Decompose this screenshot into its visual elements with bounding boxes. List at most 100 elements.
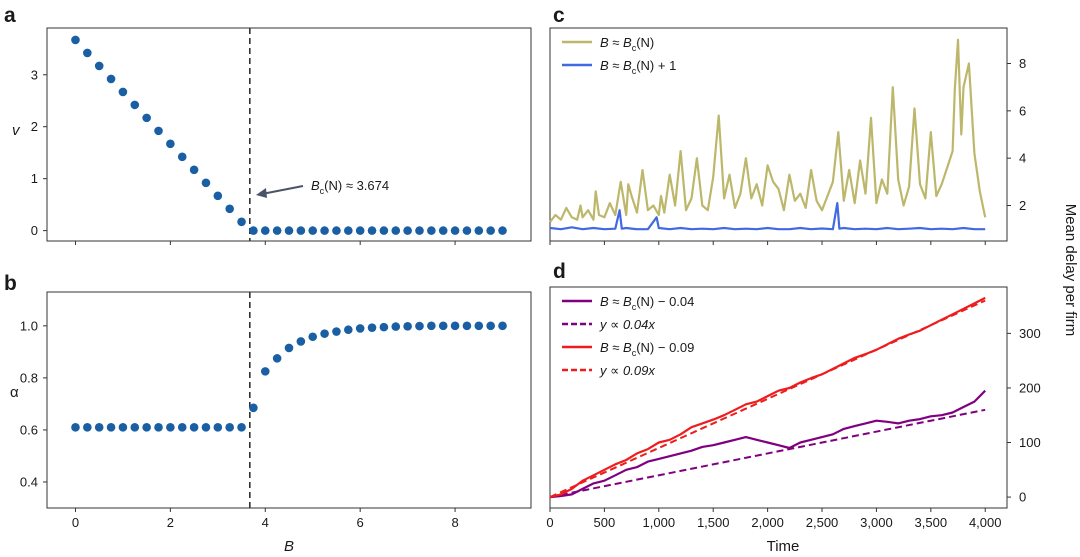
left-xlabel: B: [284, 538, 294, 555]
panel-d-plot: 0 100 200 300 0 500 1,000 1,500 2,000 2,500 3,000 3…: [546, 294, 1040, 530]
legend-entry: y ∝ 0.09x: [599, 363, 655, 378]
panel-b-ylabel: α: [10, 384, 19, 401]
data-point: [213, 191, 223, 201]
data-point: [177, 152, 187, 162]
data-point: [71, 423, 80, 432]
data-point: [391, 226, 401, 235]
data-point: [213, 423, 223, 432]
data-point: [462, 226, 472, 235]
x-tick-label: 2,000: [751, 515, 784, 530]
y-tick-label: 2: [31, 119, 38, 134]
data-point: [249, 226, 258, 235]
x-tick-label: 0: [546, 515, 553, 530]
legend-entry: y ∝ 0.04x: [599, 317, 655, 332]
data-point: [225, 204, 234, 214]
legend-entry: B ≈ Bc(N) + 1: [600, 58, 676, 76]
data-point: [438, 226, 448, 235]
data-point: [403, 322, 412, 331]
data-point: [474, 226, 484, 235]
series-line: [549, 202, 986, 231]
series-line: [549, 38, 987, 223]
data-point: [189, 165, 199, 175]
data-point: [201, 178, 211, 188]
data-point: [450, 226, 460, 235]
panel-letter-d: d: [553, 260, 566, 283]
x-tick-label: 1,500: [697, 515, 730, 530]
data-point: [94, 61, 104, 71]
y-tick-label: 1.0: [20, 318, 38, 333]
y-tick-label: 0: [1019, 490, 1026, 505]
x-tick-label: 3,500: [915, 515, 948, 530]
data-point: [486, 321, 495, 331]
data-point: [225, 423, 234, 432]
data-point: [498, 321, 507, 331]
y-tick-label: 2: [1019, 198, 1026, 213]
y-tick-label: 3: [31, 67, 38, 82]
data-point: [189, 423, 199, 432]
data-point: [332, 327, 341, 336]
right-xlabel: Time: [767, 538, 800, 555]
data-point: [272, 226, 282, 235]
y-tick-label: 0.4: [20, 474, 38, 489]
panel-c-frame: [549, 27, 1008, 242]
panel-b-frame: [46, 291, 532, 509]
data-point: [344, 325, 353, 335]
panel-d-frame: [549, 286, 1008, 509]
data-point: [106, 74, 116, 84]
data-point: [237, 217, 246, 227]
data-point: [367, 226, 377, 235]
data-point: [142, 423, 151, 432]
data-point: [166, 139, 175, 149]
x-tick-label: 500: [594, 515, 616, 530]
data-point: [130, 100, 140, 110]
data-point: [427, 321, 436, 331]
data-point: [118, 423, 128, 432]
data-point: [237, 423, 246, 432]
data-point: [498, 226, 507, 235]
y-tick-label: 200: [1019, 380, 1041, 395]
data-point: [71, 35, 80, 45]
panel-letter-a: a: [4, 4, 16, 27]
data-point: [296, 226, 306, 235]
y-tick-label: 0.6: [20, 422, 38, 437]
x-tick-label: 4: [262, 515, 269, 530]
data-point: [474, 321, 484, 331]
critical-b-annotation: Bc(N) ≈ 3.674: [311, 178, 389, 196]
data-point: [450, 321, 460, 331]
data-point: [83, 48, 92, 58]
data-point: [438, 321, 448, 331]
data-point: [249, 403, 258, 413]
x-tick-label: 3,000: [860, 515, 893, 530]
data-point: [308, 332, 318, 342]
data-point: [177, 423, 187, 432]
data-point: [462, 321, 472, 331]
data-point: [296, 337, 306, 346]
data-point: [355, 324, 365, 333]
x-tick-label: 2: [167, 515, 174, 530]
data-point: [367, 323, 377, 332]
panel-a-frame: [46, 27, 532, 242]
data-point: [332, 226, 341, 235]
panel-c-plot: 2 4 6 8 B ≈ Bc(N) B ≈ Bc(N) + 1: [549, 35, 1026, 245]
data-point: [486, 226, 495, 235]
data-point: [166, 423, 175, 432]
data-point: [260, 367, 270, 376]
data-point: [320, 226, 329, 235]
data-point: [130, 423, 140, 432]
data-point: [379, 226, 389, 235]
legend-entry: B ≈ Bc(N) − 0.04: [600, 294, 694, 312]
data-point: [154, 423, 163, 432]
data-point: [106, 423, 116, 432]
data-point: [154, 126, 163, 136]
data-point: [379, 322, 389, 332]
data-point: [284, 343, 294, 353]
data-point: [344, 226, 353, 235]
data-point: [94, 423, 104, 432]
panel-a-plot: 0 1 2 3 Bc(N) ≈ 3.674: [31, 28, 507, 245]
data-point: [201, 423, 211, 432]
y-tick-label: 4: [1019, 151, 1026, 166]
x-tick-label: 1,000: [643, 515, 676, 530]
annotation-arrow: [261, 185, 304, 195]
data-point: [83, 423, 92, 432]
panel-letter-c: c: [553, 4, 565, 27]
